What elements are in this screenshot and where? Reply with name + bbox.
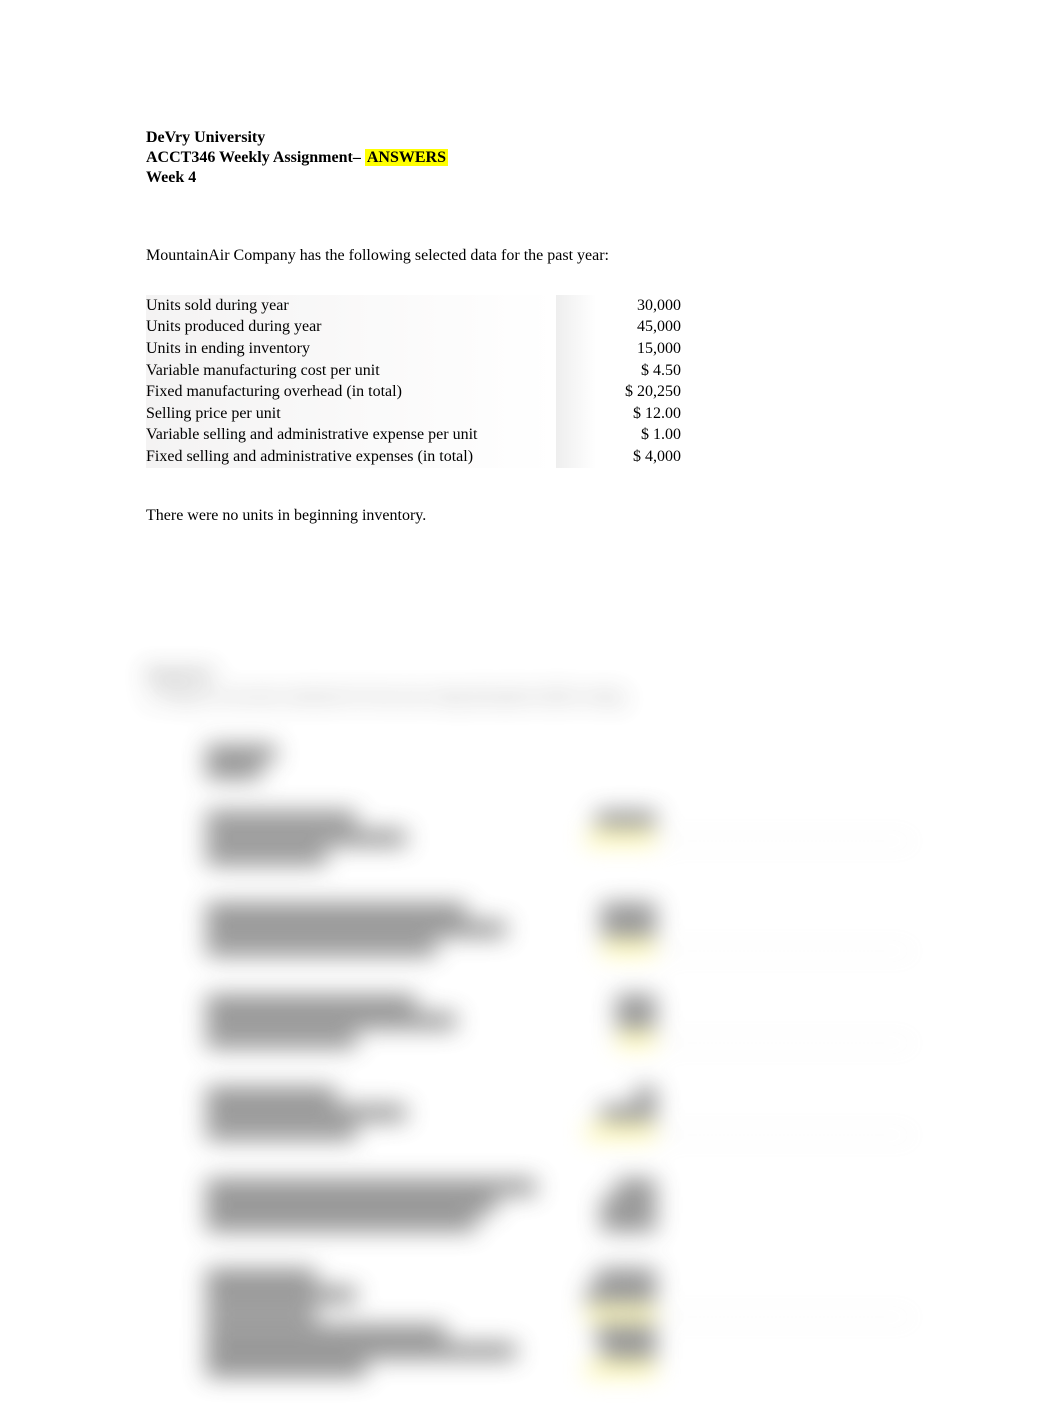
row-label: Variable selling and administrative expe…	[146, 424, 556, 446]
table-row: Units sold during year 30,000	[146, 295, 681, 317]
table-row: Variable selling and administrative expe…	[146, 424, 681, 446]
row-gap	[556, 381, 596, 403]
row-gap	[556, 446, 596, 468]
blurred-group	[206, 904, 916, 956]
note-paragraph: There were no units in beginning invento…	[146, 506, 916, 527]
header-line-2: ACCT346 Weekly Assignment– ANSWERS	[146, 148, 916, 168]
blurred-subheading: a. Prepare an income statement for last …	[146, 688, 916, 706]
row-gap	[556, 360, 596, 382]
row-value: $ 4.50	[596, 360, 681, 382]
blurred-heading: Required:	[146, 666, 916, 684]
table-row: Units produced during year 45,000	[146, 316, 681, 338]
row-gap	[556, 424, 596, 446]
blurred-group	[206, 812, 916, 864]
table-row: Variable manufacturing cost per unit $ 4…	[146, 360, 681, 382]
row-label: Units sold during year	[146, 295, 556, 317]
row-value: $ 1.00	[596, 424, 681, 446]
row-label: Fixed selling and administrative expense…	[146, 446, 556, 468]
row-label: Units produced during year	[146, 316, 556, 338]
header-line-2-prefix: ACCT346 Weekly Assignment–	[146, 149, 365, 166]
row-label: Selling price per unit	[146, 403, 556, 425]
row-label: Units in ending inventory	[146, 338, 556, 360]
row-value: $ 20,250	[596, 381, 681, 403]
row-gap	[556, 338, 596, 360]
blurred-answers-region: Required: a. Prepare an income statement…	[146, 666, 916, 1376]
blurred-group	[206, 1180, 916, 1230]
row-label: Fixed manufacturing overhead (in total)	[146, 381, 556, 403]
row-gap	[556, 316, 596, 338]
row-value: $ 12.00	[596, 403, 681, 425]
blurred-group	[206, 1088, 916, 1140]
blurred-group	[206, 746, 916, 778]
header-block: DeVry University ACCT346 Weekly Assignme…	[146, 128, 916, 188]
header-line-1: DeVry University	[146, 128, 916, 148]
blurred-group	[206, 996, 916, 1048]
row-gap	[556, 403, 596, 425]
blurred-group	[206, 1270, 916, 1376]
table-row: Fixed manufacturing overhead (in total) …	[146, 381, 681, 403]
row-value: 45,000	[596, 316, 681, 338]
row-value: 15,000	[596, 338, 681, 360]
table-row: Units in ending inventory 15,000	[146, 338, 681, 360]
row-value: 30,000	[596, 295, 681, 317]
table-row: Fixed selling and administrative expense…	[146, 446, 681, 468]
selected-data-table: Units sold during year 30,000 Units prod…	[146, 295, 681, 468]
row-value: $ 4,000	[596, 446, 681, 468]
header-line-3: Week 4	[146, 168, 916, 188]
table-row: Selling price per unit $ 12.00	[146, 403, 681, 425]
intro-paragraph: MountainAir Company has the following se…	[146, 246, 916, 267]
row-gap	[556, 295, 596, 317]
document-page: DeVry University ACCT346 Weekly Assignme…	[0, 0, 1062, 1376]
header-line-2-highlight: ANSWERS	[365, 149, 448, 166]
row-label: Variable manufacturing cost per unit	[146, 360, 556, 382]
